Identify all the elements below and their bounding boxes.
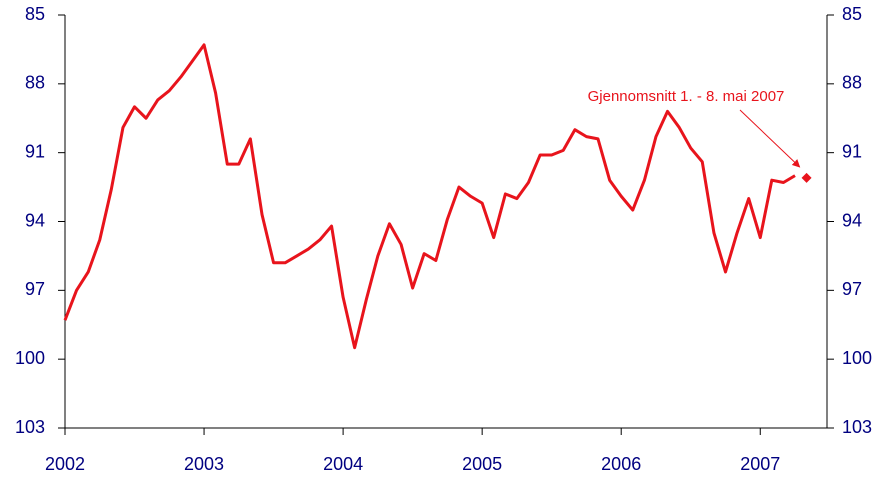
y-tick-label: 103 — [15, 417, 45, 437]
y-tick-label: 97 — [25, 279, 45, 299]
x-tick-label: 2006 — [601, 454, 641, 474]
annotation-text: Gjennomsnitt 1. - 8. mai 2007 — [588, 88, 785, 105]
x-tick-label: 2007 — [740, 454, 780, 474]
y-tick-label: 91 — [25, 141, 45, 161]
annotation-arrow — [739, 109, 801, 168]
y-tick-label: 88 — [25, 73, 45, 93]
x-tick-label: 2005 — [462, 454, 502, 474]
y2-tick-label: 88 — [842, 73, 862, 93]
x-tick-label: 2002 — [45, 454, 85, 474]
y2-tick-label: 103 — [842, 417, 872, 437]
x-tick-label: 2003 — [184, 454, 224, 474]
y-tick-label: 100 — [15, 348, 45, 368]
y-tick-label: 85 — [25, 4, 45, 24]
y2-tick-label: 91 — [842, 141, 862, 161]
annotation-point — [801, 172, 812, 183]
y2-tick-label: 100 — [842, 348, 872, 368]
data-line — [63, 43, 796, 350]
y2-tick-label: 97 — [842, 279, 862, 299]
x-tick-label: 2004 — [323, 454, 363, 474]
y-tick-label: 94 — [25, 210, 45, 230]
y2-tick-label: 85 — [842, 4, 862, 24]
y2-tick-label: 94 — [842, 210, 862, 230]
